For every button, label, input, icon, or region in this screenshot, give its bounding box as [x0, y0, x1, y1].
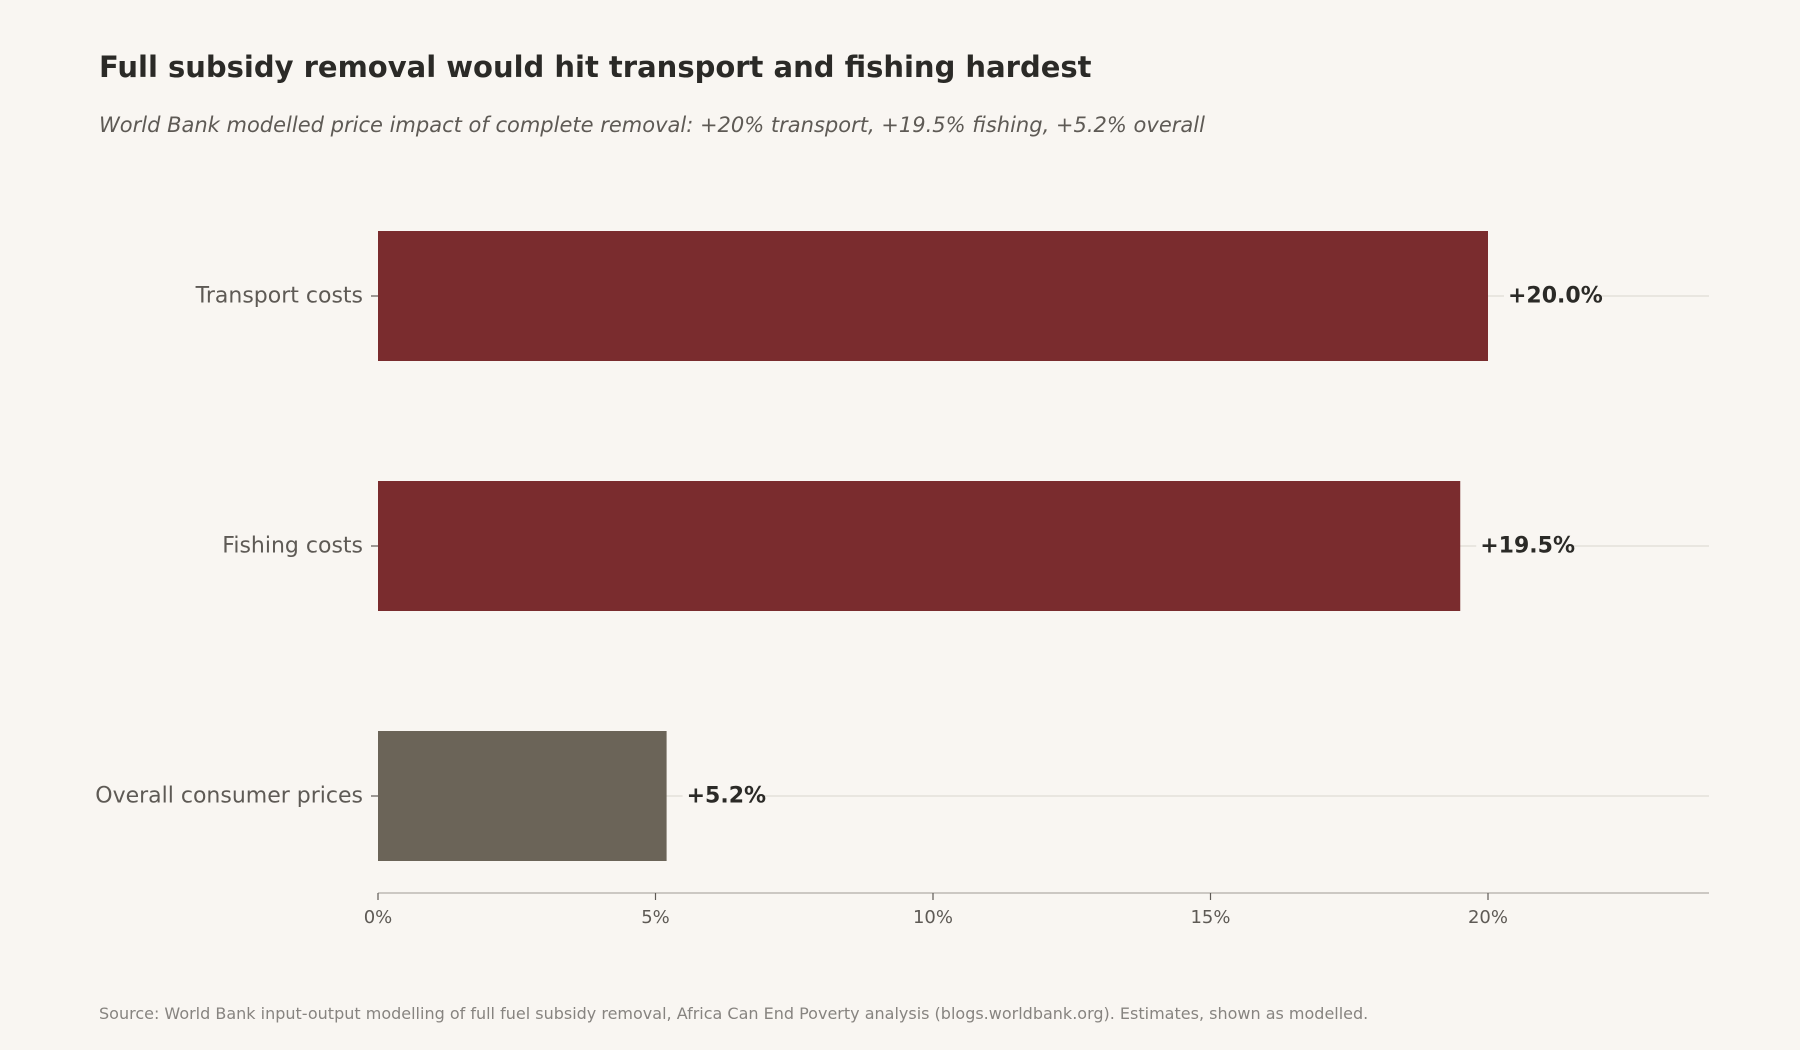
- x-tick-label: 10%: [913, 907, 953, 928]
- bar: [378, 731, 667, 861]
- category-label: Overall consumer prices: [95, 784, 363, 809]
- x-tick-label: 15%: [1190, 907, 1230, 928]
- chart-title: Full subsidy removal would hit transport…: [99, 50, 1092, 84]
- bar: [378, 481, 1461, 611]
- chart-subtitle: World Bank modelled price impact of comp…: [99, 113, 1205, 137]
- bar: [378, 231, 1488, 361]
- value-label-bg: [682, 780, 759, 812]
- value-label-bg: [1504, 280, 1593, 312]
- category-label: Fishing costs: [222, 534, 363, 559]
- value-label: +19.5%: [1480, 534, 1575, 559]
- x-tick-label: 0%: [364, 907, 393, 928]
- x-tick-label: 5%: [641, 907, 670, 928]
- category-label: Transport costs: [195, 284, 363, 309]
- value-label: +5.2%: [687, 784, 766, 809]
- value-label: +20.0%: [1508, 284, 1603, 309]
- source-note: Source: World Bank input-output modellin…: [99, 1004, 1369, 1023]
- x-tick-label: 20%: [1468, 907, 1508, 928]
- value-label-bg: [1476, 530, 1566, 562]
